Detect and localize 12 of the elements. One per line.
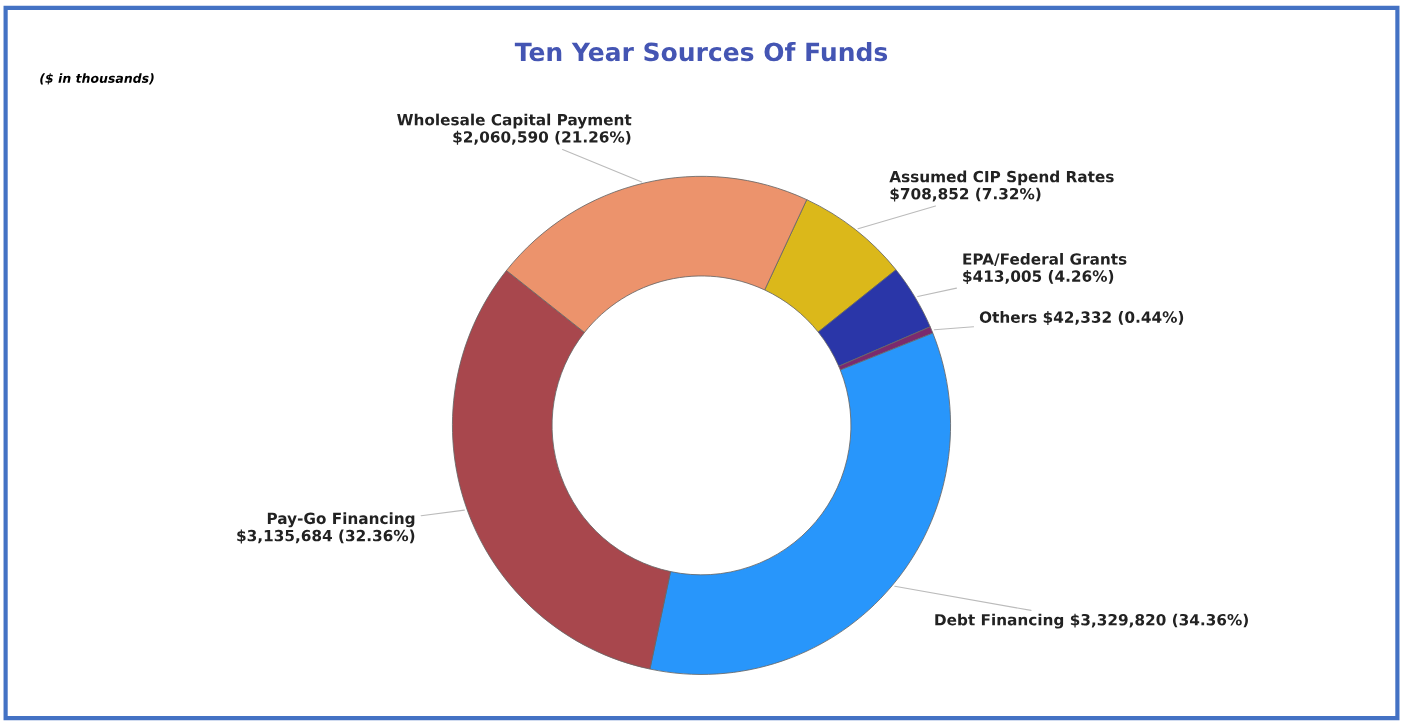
slice-label: Debt Financing $3,329,820 (34.36%): [935, 613, 1248, 629]
data-label: $708,852 (7.32%): [890, 187, 1041, 202]
slice-label: Others $42,332 (0.44%): [979, 311, 1184, 325]
slice-label: Wholesale Capital Payment: [397, 113, 632, 129]
slice-label: Assumed CIP Spend Rates: [889, 170, 1114, 186]
text: ($ in thousands): [40, 73, 154, 85]
chart-title: Ten Year Sources Of Funds: [514, 41, 888, 62]
data-label: $2,060,590 (21.26%): [453, 130, 631, 145]
slice-label: Pay-Go Financing: [267, 512, 415, 528]
slice-label: EPA/Federal Grants: [963, 252, 1127, 266]
data-label: $3,135,684 (32.36%): [237, 529, 415, 544]
data-label: $413,005 (4.26%): [963, 270, 1114, 284]
